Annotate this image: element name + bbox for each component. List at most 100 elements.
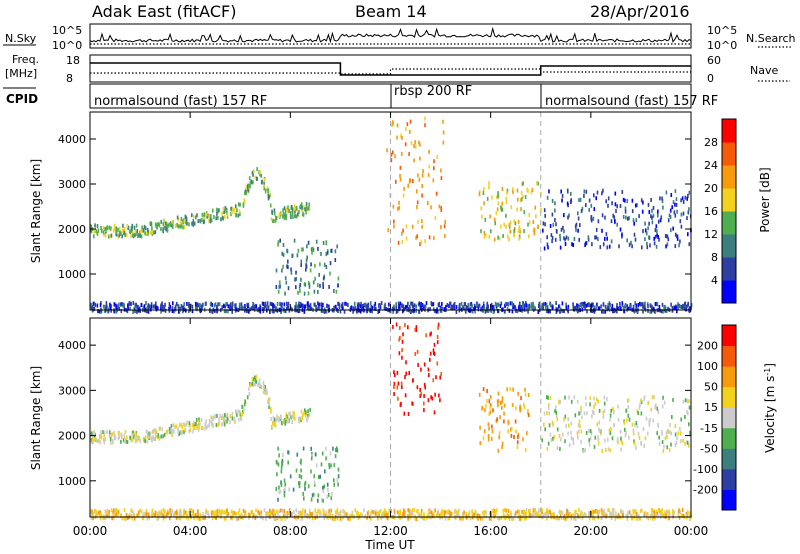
data-cell	[308, 282, 311, 287]
data-cell	[378, 304, 381, 309]
data-cell	[221, 413, 224, 418]
data-cell	[545, 309, 548, 313]
data-cell	[441, 508, 443, 513]
data-cell	[144, 226, 147, 231]
data-cell	[98, 309, 101, 314]
data-cell	[562, 308, 564, 313]
data-cell	[486, 389, 488, 393]
data-cell	[177, 429, 180, 434]
data-cell	[213, 415, 215, 420]
data-cell	[366, 511, 369, 516]
data-cell	[319, 302, 321, 307]
data-cell	[325, 265, 328, 269]
data-cell	[591, 409, 594, 414]
data-cell	[233, 511, 236, 515]
data-cell	[412, 402, 414, 407]
data-cell	[448, 510, 451, 515]
data-cell	[483, 305, 485, 310]
data-cell	[121, 228, 124, 233]
date-title: 28/Apr/2016	[590, 2, 690, 21]
data-cell	[245, 186, 247, 191]
data-cell	[547, 395, 549, 400]
data-cell	[375, 509, 377, 514]
data-cell	[201, 426, 204, 431]
data-cell	[598, 408, 601, 413]
data-cell	[139, 233, 141, 238]
data-cell	[407, 508, 409, 513]
data-cell	[285, 513, 288, 518]
colorbar-cell	[722, 325, 736, 347]
data-cell	[293, 415, 295, 420]
data-cell	[313, 482, 316, 487]
data-cell	[620, 436, 622, 441]
data-cell	[488, 411, 490, 416]
data-cell	[551, 420, 554, 425]
data-cell	[274, 516, 277, 521]
data-cell	[335, 289, 338, 294]
data-cell	[591, 414, 593, 419]
data-cell	[279, 301, 281, 306]
data-cell	[501, 445, 503, 450]
data-cell	[635, 421, 638, 426]
data-cell	[405, 224, 408, 229]
data-cell	[317, 508, 320, 513]
data-cell	[118, 233, 121, 238]
data-cell	[223, 516, 226, 521]
data-cell	[416, 349, 419, 354]
data-cell	[285, 216, 287, 221]
data-cell	[606, 245, 609, 250]
data-cell	[602, 242, 605, 247]
data-cell	[161, 304, 164, 309]
data-cell	[195, 302, 197, 306]
data-cell	[470, 302, 472, 307]
data-cell	[677, 512, 680, 517]
data-cell	[121, 234, 123, 239]
noise-tick-top-right: 10^5	[707, 24, 737, 37]
data-cell	[267, 398, 270, 402]
data-cell	[415, 304, 417, 309]
data-cell	[690, 303, 693, 307]
data-cell	[313, 289, 316, 294]
data-cell	[192, 509, 195, 514]
data-cell	[146, 307, 148, 312]
data-cell	[574, 413, 577, 418]
data-cell	[143, 304, 146, 309]
data-cell	[236, 412, 238, 417]
data-cell	[259, 170, 261, 175]
data-cell	[120, 439, 122, 444]
xtick-label: 20:00	[574, 524, 609, 538]
data-cell	[303, 308, 306, 313]
data-cell	[298, 474, 301, 479]
data-cell	[496, 399, 499, 404]
data-cell	[301, 207, 304, 212]
data-cell	[626, 238, 628, 243]
data-cell	[433, 236, 435, 241]
data-cell	[500, 207, 503, 211]
data-cell	[244, 399, 246, 404]
data-cell	[143, 511, 145, 516]
data-cell	[124, 233, 126, 237]
data-cell	[106, 513, 108, 518]
data-cell	[337, 474, 340, 479]
data-cell	[309, 306, 311, 311]
data-cell	[287, 209, 289, 214]
data-cell	[242, 410, 244, 415]
data-cell	[109, 234, 112, 239]
data-cell	[394, 373, 396, 378]
data-cell	[555, 301, 557, 306]
data-cell	[493, 509, 496, 513]
data-cell	[254, 175, 257, 180]
data-cell	[249, 180, 252, 185]
data-cell	[561, 198, 563, 203]
data-cell	[579, 512, 582, 517]
data-cell	[492, 513, 495, 518]
data-cell	[287, 259, 289, 264]
data-cell	[97, 309, 99, 314]
data-cell	[380, 301, 383, 305]
data-cell	[110, 432, 113, 437]
data-cell	[677, 302, 679, 307]
data-cell	[513, 513, 516, 518]
data-cell	[524, 392, 527, 397]
data-cell	[193, 516, 195, 521]
data-cell	[519, 304, 522, 309]
